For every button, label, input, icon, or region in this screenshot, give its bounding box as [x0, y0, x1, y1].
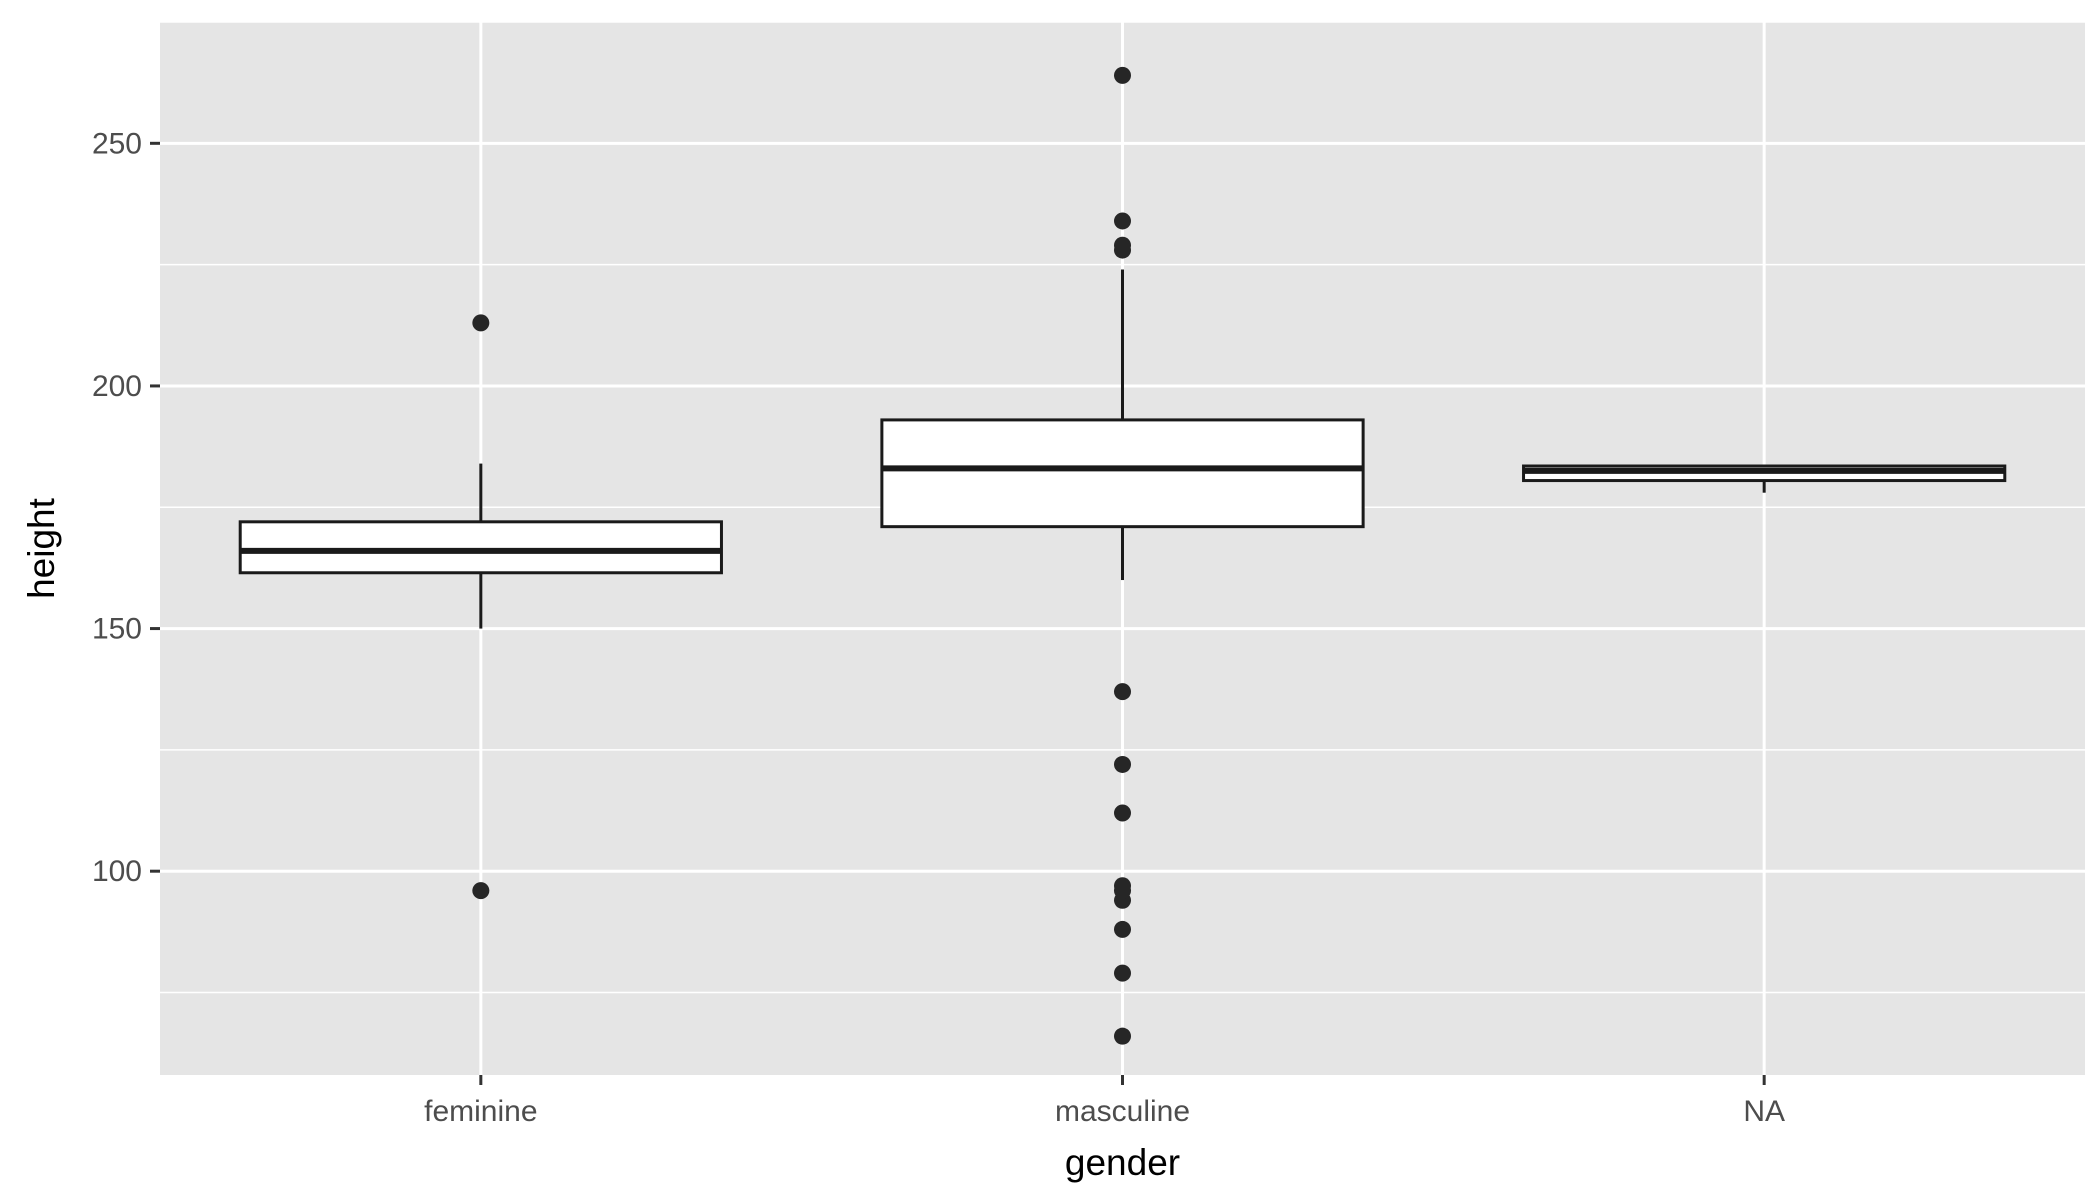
outlier-point [1114, 683, 1131, 701]
x-axis-title: gender [1065, 1142, 1180, 1183]
outlier-point [1114, 804, 1131, 822]
outlier-point [1114, 755, 1131, 773]
outlier-point [1114, 920, 1131, 938]
y-tick-label: 150 [92, 613, 142, 646]
y-tick-label: 200 [92, 370, 142, 403]
outlier-point [1114, 964, 1131, 982]
box-iqr [880, 418, 1365, 529]
x-tick-label: feminine [424, 1095, 537, 1128]
y-tick-label: 250 [92, 127, 142, 160]
x-tick-label: masculine [1055, 1095, 1190, 1128]
y-axis: 100 150 200 250 [92, 127, 160, 888]
box-iqr [238, 520, 723, 575]
y-tick-label: 100 [92, 855, 142, 888]
outlier-point [1114, 1027, 1131, 1045]
box-masculine [880, 66, 1365, 1045]
outlier-point [1114, 877, 1131, 895]
y-axis-title: height [21, 497, 62, 599]
box-series [238, 66, 2007, 1045]
box-na [1522, 464, 2007, 493]
x-tick-label: NA [1743, 1095, 1785, 1128]
outlier-point [472, 314, 490, 332]
x-axis: feminine masculine NA [424, 1075, 1785, 1128]
outlier-point [472, 882, 490, 900]
outlier-point [1114, 212, 1131, 230]
outlier-point [1114, 236, 1131, 254]
outlier-point [1114, 66, 1131, 84]
box-feminine [238, 314, 723, 900]
